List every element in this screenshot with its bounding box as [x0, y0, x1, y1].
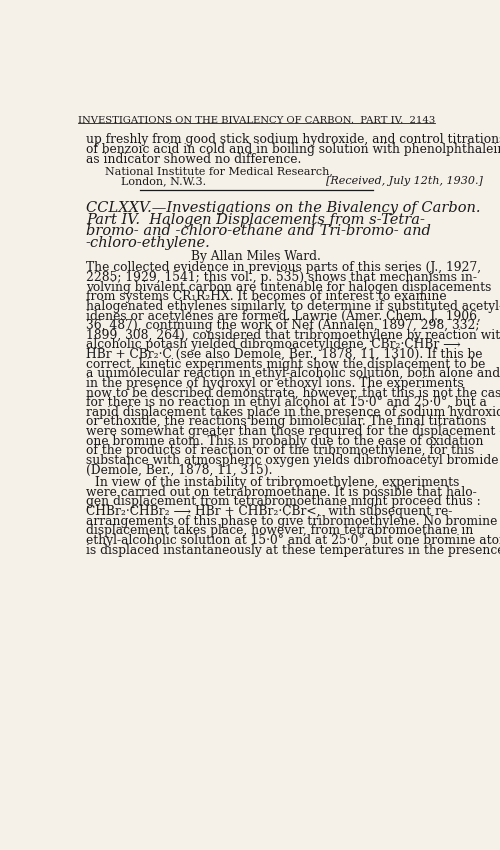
- Text: CHBr₂·CHBr₂ ⟶ HBr + CHBr₂·CBr<,  with subsequent re-: CHBr₂·CHBr₂ ⟶ HBr + CHBr₂·CBr<, with sub…: [86, 505, 452, 518]
- Text: from systems CR₁R₂HX. It becomes of interest to examine: from systems CR₁R₂HX. It becomes of inte…: [86, 290, 447, 303]
- Text: volving bivalent carbon are untenable for halogen displacements: volving bivalent carbon are untenable fo…: [86, 280, 491, 293]
- Text: were carried out on tetrabromoethane. It is possible that halo-: were carried out on tetrabromoethane. It…: [86, 486, 476, 499]
- Text: CCLXXV.—Investigations on the Bivalency of Carbon.: CCLXXV.—Investigations on the Bivalency …: [86, 201, 480, 215]
- Text: 36, 487), continuing the work of Nef (Annalen, 1897, 298, 332;: 36, 487), continuing the work of Nef (An…: [86, 319, 479, 332]
- Text: one bromine atom. This is probably due to the ease of oxidation: one bromine atom. This is probably due t…: [86, 434, 483, 448]
- Text: arrangements of this phase to give tribromoethylene. No bromine: arrangements of this phase to give tribr…: [86, 515, 497, 528]
- Text: gen displacement from tetrabromoethane might proceed thus :: gen displacement from tetrabromoethane m…: [86, 496, 480, 508]
- Text: up freshly from good stick sodium hydroxide, and control titrations: up freshly from good stick sodium hydrox…: [86, 133, 500, 146]
- Text: bromo- and -chloro-ethane and Tri-bromo- and: bromo- and -chloro-ethane and Tri-bromo-…: [86, 224, 430, 239]
- Text: Part IV.  Halogen Displacements from s-Tetra-: Part IV. Halogen Displacements from s-Te…: [86, 212, 425, 227]
- Text: alcoholic potash yielded dibromoacetylidene, CBr₂·CHBr ⟶: alcoholic potash yielded dibromoacetylid…: [86, 338, 461, 351]
- Text: correct, kinetic experiments might show the displacement to be: correct, kinetic experiments might show …: [86, 358, 485, 371]
- Text: a unimolecular reaction in ethyl-alcoholic solution, both alone and: a unimolecular reaction in ethyl-alcohol…: [86, 367, 500, 380]
- Text: -chloro-ethylene.: -chloro-ethylene.: [86, 236, 210, 250]
- Text: substance with atmospheric oxygen yields dibromoacetyl bromide: substance with atmospheric oxygen yields…: [86, 454, 498, 467]
- Text: ethyl-alcoholic solution at 15·0° and at 25·0°, but one bromine atom: ethyl-alcoholic solution at 15·0° and at…: [86, 534, 500, 547]
- Text: (Demole, Ber., 1878, 11, 315).: (Demole, Ber., 1878, 11, 315).: [86, 463, 272, 477]
- Text: displacement takes place, however, from tetrabromoethane in: displacement takes place, however, from …: [86, 524, 473, 537]
- Text: halogenated ethylenes similarly, to determine if substituted acetyl-: halogenated ethylenes similarly, to dete…: [86, 300, 500, 313]
- Text: National Institute for Medical Research,: National Institute for Medical Research,: [105, 167, 333, 177]
- Text: In view of the instability of tribromoethylene, experiments: In view of the instability of tribromoet…: [95, 476, 460, 490]
- Text: as indicator showed no difference.: as indicator showed no difference.: [86, 153, 301, 166]
- Text: By Allan Miles Ward.: By Allan Miles Ward.: [192, 250, 321, 263]
- Text: London, N.W.3.: London, N.W.3.: [120, 176, 206, 186]
- Text: now to be described demonstrate, however, that this is not the case,: now to be described demonstrate, however…: [86, 387, 500, 399]
- Text: 1899, 308, 264), considered that tribromoethylene by reaction with: 1899, 308, 264), considered that tribrom…: [86, 329, 500, 342]
- Text: The collected evidence in previous parts of this series (J., 1927,: The collected evidence in previous parts…: [86, 262, 481, 275]
- Text: INVESTIGATIONS ON THE BIVALENCY OF CARBON.  PART IV.  2143: INVESTIGATIONS ON THE BIVALENCY OF CARBO…: [78, 116, 435, 125]
- Text: of the products of reaction or of the tribromoethylene, for this: of the products of reaction or of the tr…: [86, 445, 474, 457]
- Text: HBr + CBr₂·C (see also Demole, Ber., 1878, 11, 1310). If this be: HBr + CBr₂·C (see also Demole, Ber., 187…: [86, 348, 482, 361]
- Text: idenes or acetylenes are formed. Lawrie (Amer. Chem. J., 1906,: idenes or acetylenes are formed. Lawrie …: [86, 309, 480, 322]
- Text: of benzoic acid in cold and in boiling solution with phenolphthalein: of benzoic acid in cold and in boiling s…: [86, 143, 500, 156]
- Text: [Received, July 12th, 1930.]: [Received, July 12th, 1930.]: [326, 176, 483, 186]
- Text: were somewhat greater than those required for the displacement of: were somewhat greater than those require…: [86, 425, 500, 438]
- Text: 2285; 1929, 1541; this vol., p. 535) shows that mechanisms in-: 2285; 1929, 1541; this vol., p. 535) sho…: [86, 271, 477, 284]
- Text: in the presence of hydroxyl or ethoxyl ions. The experiments: in the presence of hydroxyl or ethoxyl i…: [86, 377, 464, 390]
- Text: or ethoxide, the reactions being bimolecular. The final titrations: or ethoxide, the reactions being bimolec…: [86, 416, 486, 428]
- Text: is displaced instantaneously at these temperatures in the presence of: is displaced instantaneously at these te…: [86, 544, 500, 557]
- Text: for there is no reaction in ethyl alcohol at 15·0° and 25·0°, but a: for there is no reaction in ethyl alcoho…: [86, 396, 486, 409]
- Text: rapid displacement takes place in the presence of sodium hydroxide: rapid displacement takes place in the pr…: [86, 405, 500, 419]
